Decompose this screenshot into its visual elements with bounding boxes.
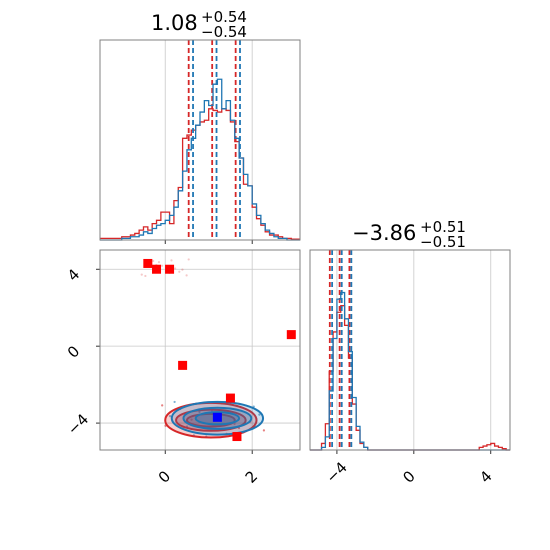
sample-point xyxy=(198,410,201,414)
tick-label-x: 2 xyxy=(242,467,261,486)
sample-point xyxy=(185,274,188,277)
sample-point xyxy=(161,404,164,407)
tick-label-x: 0 xyxy=(399,467,418,486)
axes-frame xyxy=(309,249,511,451)
axes-frame xyxy=(99,39,301,241)
truth-marker xyxy=(212,412,222,422)
sample-marker xyxy=(225,393,235,403)
sample-point xyxy=(160,264,164,267)
sample-point xyxy=(174,267,177,270)
sample-point xyxy=(181,268,184,271)
tick-label-x: 0 xyxy=(155,467,174,486)
panel-joint: 0 2 4 0 −4 xyxy=(64,249,301,487)
sample-point xyxy=(190,418,193,421)
tick-label-y: −4 xyxy=(64,410,92,438)
sample-point xyxy=(262,429,266,432)
sample-marker xyxy=(178,360,188,370)
axes-frame xyxy=(99,249,301,451)
sample-point xyxy=(152,259,155,263)
title-marginal-2-plus: +0.51 xyxy=(420,218,466,236)
histogram-step xyxy=(100,78,300,241)
sample-marker xyxy=(165,264,175,274)
sample-point xyxy=(161,404,164,407)
sample-point xyxy=(258,413,261,416)
sample-point xyxy=(178,270,181,273)
sample-point xyxy=(262,429,266,432)
title-marginal-2-minus: −0.51 xyxy=(420,233,466,251)
sample-point xyxy=(258,413,261,416)
sample-point xyxy=(258,413,261,416)
sample-point xyxy=(161,404,164,407)
sample-marker xyxy=(143,258,153,268)
sample-point xyxy=(144,274,147,278)
sample-point xyxy=(190,418,193,421)
sample-point xyxy=(198,410,201,414)
sample-point xyxy=(262,429,266,432)
sample-point xyxy=(168,415,172,418)
sample-point xyxy=(157,261,161,264)
title-marginal-2-value: −3.86 xyxy=(352,221,416,245)
sample-point xyxy=(170,259,173,262)
sample-point xyxy=(168,415,172,418)
title-marginal-1-minus: −0.54 xyxy=(201,23,247,41)
sample-marker xyxy=(232,432,242,442)
title-marginal-1-plus: +0.54 xyxy=(201,8,247,26)
title-marginal-1-value: 1.08 xyxy=(151,11,198,35)
panel-marginal-1 xyxy=(99,39,301,244)
sample-point xyxy=(173,400,176,404)
histogram-step xyxy=(100,108,300,240)
panel-marginal-2: −4 0 4 xyxy=(309,249,511,487)
sample-point xyxy=(168,415,172,418)
sample-point xyxy=(190,418,193,421)
sample-marker xyxy=(286,330,296,340)
sample-point xyxy=(173,400,176,404)
tick-label-x: −4 xyxy=(322,458,350,486)
sample-point xyxy=(198,410,201,414)
sample-marker xyxy=(152,264,162,274)
tick-label-y: 4 xyxy=(64,265,83,284)
sample-point xyxy=(140,273,143,276)
sample-point xyxy=(187,258,190,261)
sample-point xyxy=(173,400,176,404)
tick-label-y: 0 xyxy=(64,342,83,361)
tick-label-x: 4 xyxy=(476,467,495,486)
